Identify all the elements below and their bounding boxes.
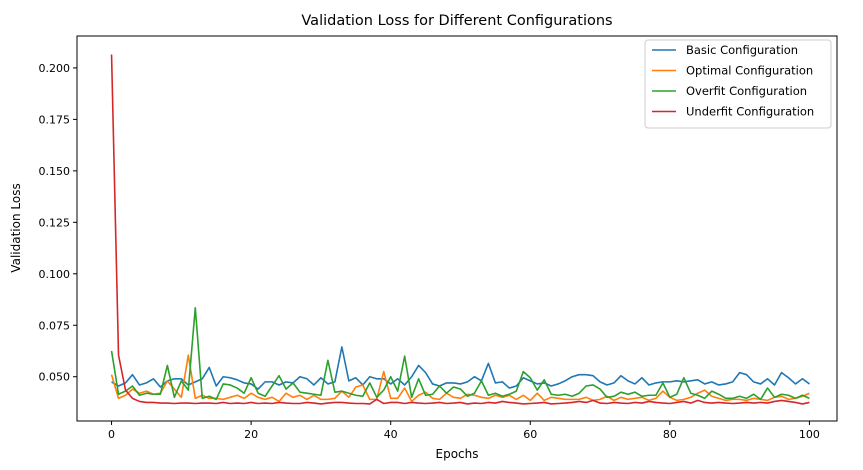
y-tick-label: 0.175 (39, 113, 71, 126)
x-tick-label: 20 (244, 428, 258, 441)
chart-title: Validation Loss for Different Configurat… (301, 13, 612, 29)
legend-label-2: Optimal Configuration (686, 64, 813, 78)
y-tick-label: 0.050 (39, 371, 71, 384)
series-line-4 (110, 54, 810, 405)
x-tick-label: 100 (799, 428, 820, 441)
legend-label-3: Overfit Configuration (686, 84, 807, 98)
x-tick-label: 40 (384, 428, 398, 441)
x-tick-label: 80 (663, 428, 677, 441)
series-layer (110, 54, 810, 405)
y-axis-label: Validation Loss (9, 183, 23, 272)
x-axis-label: Epochs (436, 447, 479, 461)
y-tick-label: 0.200 (39, 62, 71, 75)
y-tick-label: 0.150 (39, 165, 71, 178)
series-line-1 (111, 346, 810, 390)
y-axis-ticks: 0.050 0.075 0.100 0.125 0.150 0.175 0.200 (39, 62, 77, 384)
legend-label-1: Basic Configuration (686, 43, 798, 57)
y-tick-label: 0.075 (39, 319, 71, 332)
y-tick-label: 0.100 (39, 268, 71, 281)
legend-label-4: Underfit Configuration (686, 105, 814, 119)
y-tick-label: 0.125 (39, 216, 71, 229)
x-tick-label: 0 (108, 428, 115, 441)
legend: Basic Configuration Optimal Configuration… (644, 39, 832, 129)
series-line-2 (110, 354, 810, 403)
x-tick-label: 60 (523, 428, 537, 441)
legend-box (644, 39, 832, 129)
x-axis-ticks: 0 20 40 60 80 100 (108, 421, 820, 441)
axes-frame (76, 35, 838, 422)
series-line-3 (110, 306, 810, 401)
